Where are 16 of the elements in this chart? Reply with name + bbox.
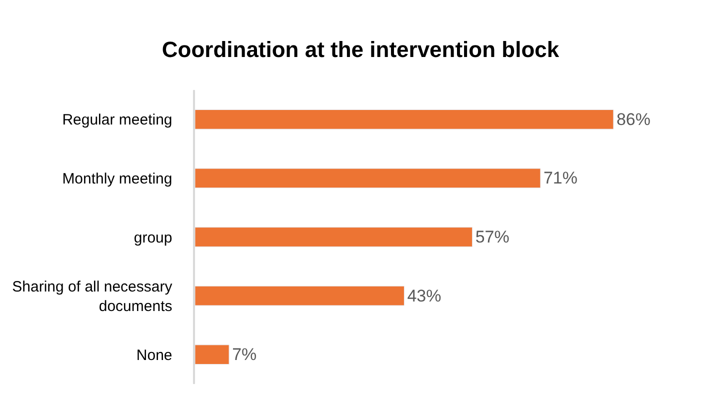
data-label: 43% <box>407 286 442 306</box>
data-label: 71% <box>543 168 578 188</box>
bar <box>195 227 473 247</box>
chart-title: Coordination at the intervention block <box>162 36 560 62</box>
bar <box>195 344 230 365</box>
y-tick-label: Sharing of all necessary documents <box>12 278 173 315</box>
data-label: 7% <box>232 345 257 364</box>
y-tick-label: group <box>134 229 172 246</box>
data-label: 57% <box>475 228 510 246</box>
bar <box>195 168 541 188</box>
y-tick-label: Regular meeting <box>62 112 172 129</box>
y-tick-label: Monthly meeting <box>62 170 172 188</box>
bar <box>195 109 614 130</box>
bar <box>195 286 404 306</box>
data-label: 86% <box>616 110 650 129</box>
y-tick-label: None <box>136 346 172 364</box>
